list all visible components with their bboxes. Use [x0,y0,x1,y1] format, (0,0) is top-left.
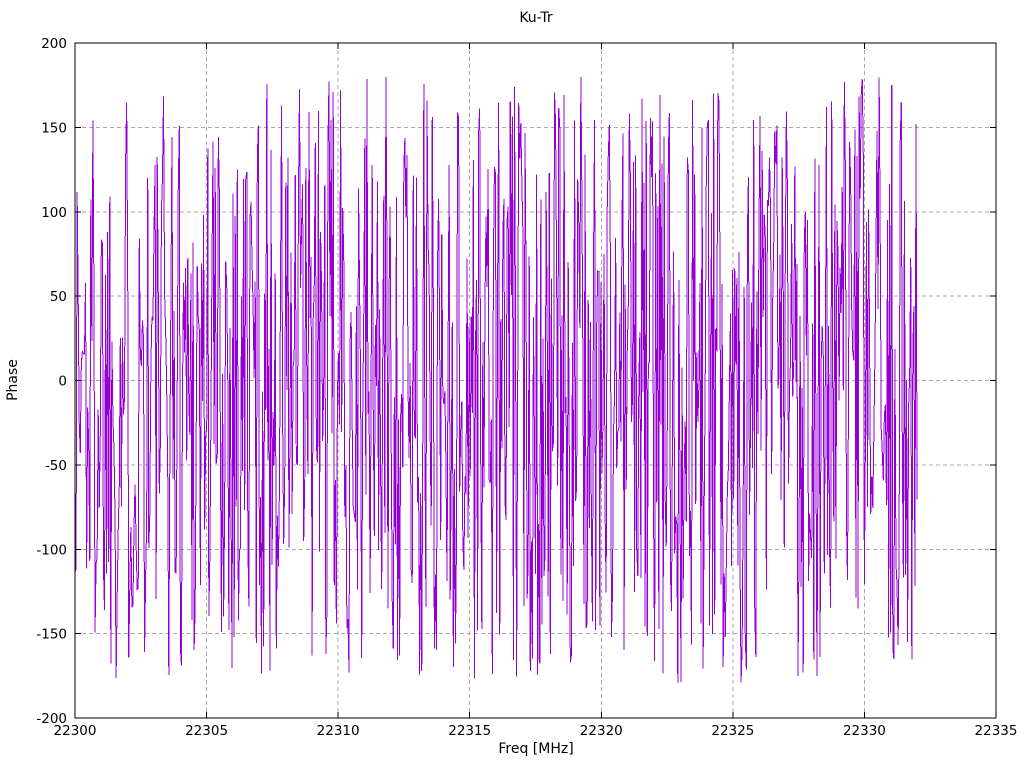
y-tick-label: 50 [50,289,67,305]
y-tick-label: -100 [36,542,67,558]
y-tick-label: 150 [41,120,67,136]
tick-labels-layer: 22300 22305 22310 22315 22320 22325 22330 22335… [36,36,1017,739]
x-tick-label: 22310 [317,723,360,739]
y-tick-label: 200 [41,36,67,52]
y-tick-label: -150 [36,627,67,643]
x-tick-label: 22305 [185,723,228,739]
x-axis-label: Freq [MHz] [498,741,573,757]
y-tick-label: -200 [36,711,67,727]
chart-title: Ku-Tr [519,10,553,26]
y-axis-label: Phase [5,359,21,401]
x-tick-label: 22300 [54,723,97,739]
tick-marks-layer [74,42,997,719]
y-tick-label: 0 [58,374,67,390]
x-tick-label: 22330 [843,723,886,739]
x-tick-label: 22320 [580,723,623,739]
x-tick-label: 22315 [448,723,491,739]
series-line-phase [74,76,918,683]
x-tick-label: 22335 [975,723,1018,739]
series-layer [74,76,918,683]
y-tick-label: -50 [45,458,67,474]
y-tick-label: 100 [41,205,67,221]
x-tick-label: 22325 [711,723,754,739]
